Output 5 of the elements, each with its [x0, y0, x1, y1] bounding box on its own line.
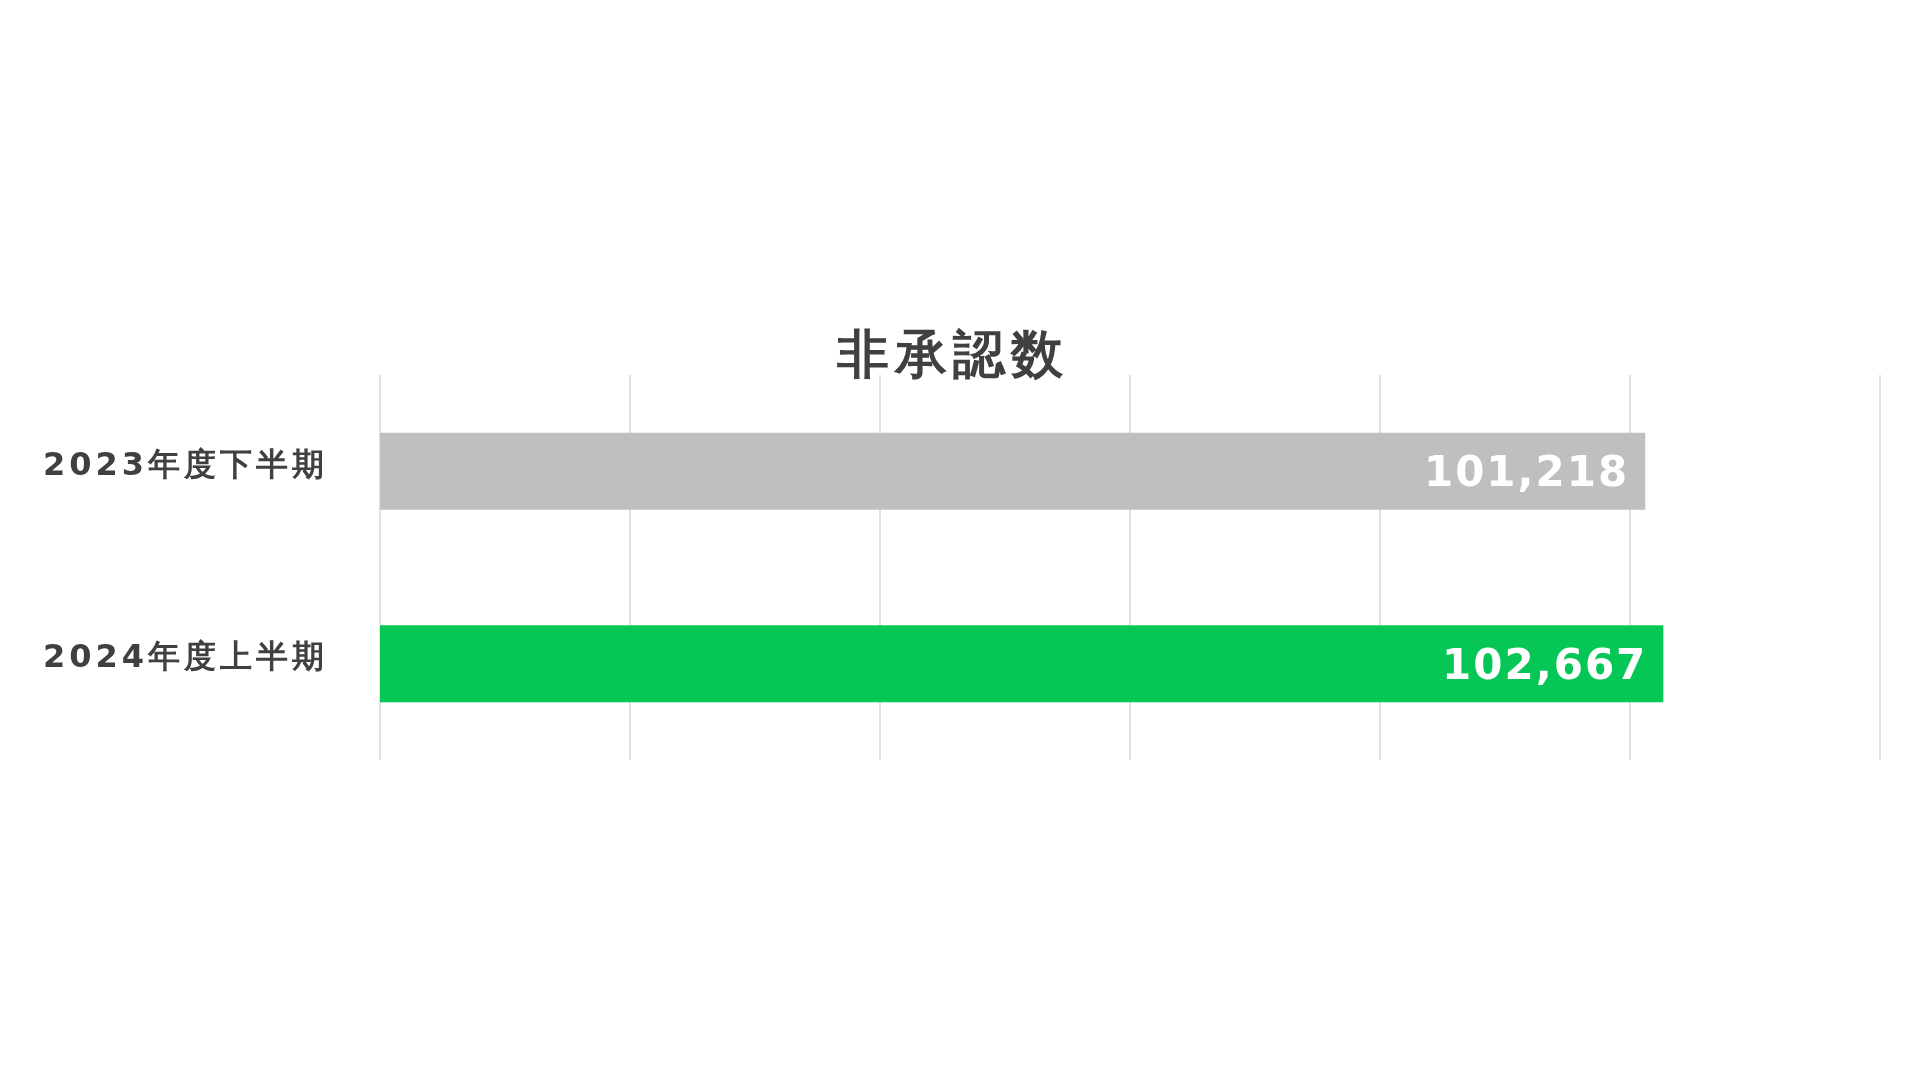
- y-tick-label: 2023年度下半期: [42, 444, 328, 483]
- data-label: 101,218: [1423, 447, 1630, 497]
- data-label: 102,667: [1442, 639, 1648, 689]
- y-tick-label: 2024年度上半期: [42, 637, 328, 676]
- chart-title: 非承認数: [836, 324, 1069, 384]
